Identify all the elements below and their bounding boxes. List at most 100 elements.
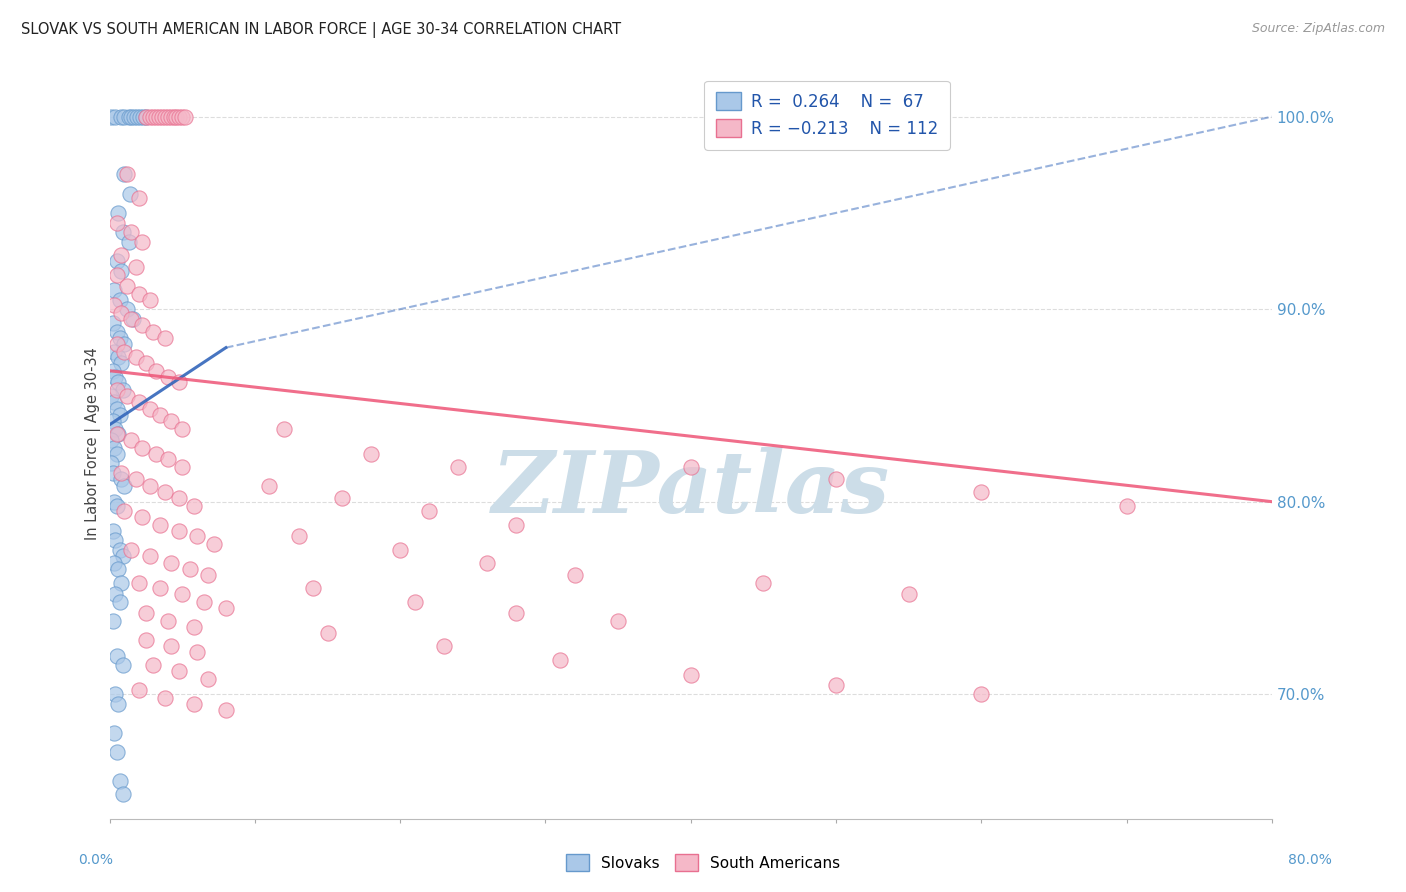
Point	[103, 556, 125, 570]
Point	[105, 254, 128, 268]
Point	[153, 691, 176, 706]
Point	[101, 414, 124, 428]
Point	[131, 318, 153, 332]
Point	[128, 286, 150, 301]
Point	[105, 745, 128, 759]
Point	[127, 110, 149, 124]
Point	[179, 562, 201, 576]
Point	[186, 529, 208, 543]
Point	[825, 472, 848, 486]
Point	[103, 283, 125, 297]
Point	[115, 279, 138, 293]
Point	[107, 562, 129, 576]
Point	[159, 110, 181, 124]
Point	[162, 110, 184, 124]
Point	[110, 466, 132, 480]
Point	[166, 110, 188, 124]
Point	[101, 524, 124, 538]
Text: SLOVAK VS SOUTH AMERICAN IN LABOR FORCE | AGE 30-34 CORRELATION CHART: SLOVAK VS SOUTH AMERICAN IN LABOR FORCE …	[21, 22, 621, 38]
Point	[172, 110, 194, 124]
Point	[183, 620, 205, 634]
Point	[105, 325, 128, 339]
Point	[108, 773, 131, 788]
Point	[128, 683, 150, 698]
Legend: R =  0.264    N =  67, R = −0.213    N = 112: R = 0.264 N = 67, R = −0.213 N = 112	[704, 80, 950, 150]
Point	[112, 336, 135, 351]
Point	[139, 110, 162, 124]
Point	[107, 206, 129, 220]
Point	[477, 556, 499, 570]
Point	[104, 533, 127, 548]
Point	[174, 110, 197, 124]
Point	[169, 491, 191, 505]
Point	[139, 549, 162, 563]
Point	[433, 639, 456, 653]
Point	[679, 668, 702, 682]
Point	[316, 625, 339, 640]
Point	[100, 389, 122, 403]
Point	[183, 697, 205, 711]
Point	[131, 510, 153, 524]
Point	[302, 582, 325, 596]
Point	[125, 260, 148, 274]
Text: 0.0%: 0.0%	[79, 853, 112, 867]
Point	[120, 225, 142, 239]
Point	[103, 441, 125, 455]
Point	[169, 376, 191, 390]
Point	[112, 344, 135, 359]
Point	[115, 168, 138, 182]
Point	[111, 383, 134, 397]
Point	[142, 110, 165, 124]
Point	[104, 110, 127, 124]
Point	[447, 460, 470, 475]
Point	[104, 687, 127, 701]
Point	[128, 575, 150, 590]
Point	[135, 607, 157, 621]
Point	[108, 293, 131, 307]
Point	[135, 110, 157, 124]
Point	[107, 697, 129, 711]
Point	[129, 110, 152, 124]
Point	[117, 110, 139, 124]
Point	[548, 652, 571, 666]
Point	[149, 582, 172, 596]
Point	[1115, 499, 1137, 513]
Point	[145, 446, 167, 460]
Point	[169, 110, 191, 124]
Point	[103, 344, 125, 359]
Point	[135, 110, 157, 124]
Point	[752, 575, 775, 590]
Point	[108, 595, 131, 609]
Text: 80.0%: 80.0%	[1288, 853, 1333, 867]
Point	[148, 110, 170, 124]
Point	[107, 351, 129, 365]
Legend: Slovaks, South Americans: Slovaks, South Americans	[560, 848, 846, 877]
Point	[115, 389, 138, 403]
Point	[186, 645, 208, 659]
Point	[287, 529, 309, 543]
Point	[100, 456, 122, 470]
Point	[197, 567, 219, 582]
Point	[132, 110, 155, 124]
Point	[149, 408, 172, 422]
Point	[153, 331, 176, 345]
Point	[145, 110, 167, 124]
Point	[156, 614, 179, 628]
Point	[145, 364, 167, 378]
Point	[112, 504, 135, 518]
Point	[115, 302, 138, 317]
Point	[104, 421, 127, 435]
Point	[505, 517, 527, 532]
Point	[105, 268, 128, 282]
Point	[505, 607, 527, 621]
Point	[197, 672, 219, 686]
Y-axis label: In Labor Force | Age 30-34: In Labor Force | Age 30-34	[86, 348, 101, 541]
Point	[104, 587, 127, 601]
Point	[107, 427, 129, 442]
Point	[120, 433, 142, 447]
Point	[172, 587, 194, 601]
Point	[215, 702, 238, 716]
Point	[418, 504, 440, 518]
Point	[159, 639, 181, 653]
Point	[156, 452, 179, 467]
